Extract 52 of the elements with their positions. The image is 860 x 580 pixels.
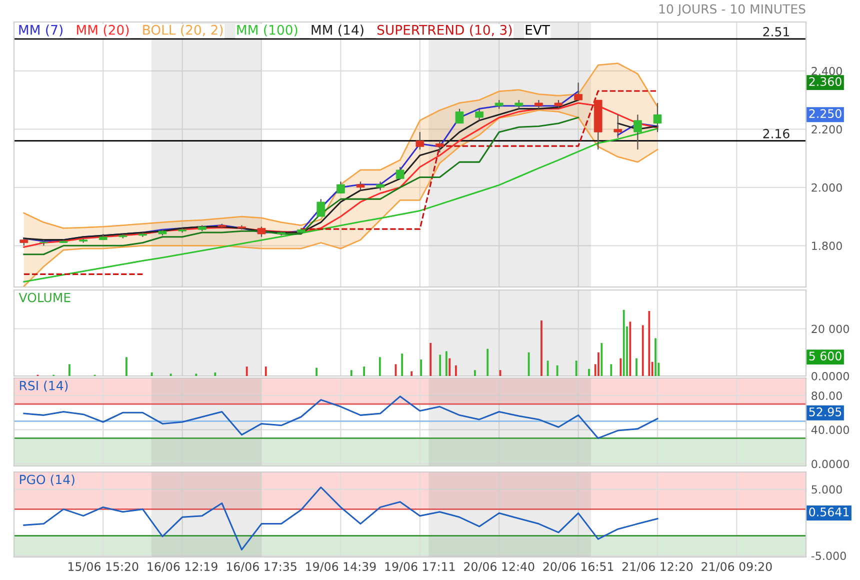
y-tick-label: 5.000 xyxy=(812,485,842,494)
annotation: 2.360 xyxy=(809,77,842,86)
candlestick xyxy=(257,226,266,238)
y-tick-label: 1.800 xyxy=(812,242,842,250)
x-tick-label: 16/06 12:19 xyxy=(148,562,218,572)
x-tick-label: 19/06 14:39 xyxy=(306,562,376,572)
chart-title: PGO (14) xyxy=(20,474,74,486)
y-tick-label: 0.0000 xyxy=(812,372,849,380)
y-tick-label: 80.00 xyxy=(812,392,842,400)
text: MM (7) xyxy=(19,24,62,36)
text: MM (14) xyxy=(312,24,364,36)
annotation: EVT xyxy=(526,25,550,35)
y-tick-label: 2.400 xyxy=(812,66,842,76)
candlestick xyxy=(574,82,582,101)
x-tick-label: 21/06 09:20 xyxy=(702,562,772,572)
x-tick-label: 20/06 16:51 xyxy=(543,562,614,572)
line-series xyxy=(23,396,658,439)
chart-title: VOLUME xyxy=(18,292,70,302)
text: MM (20) xyxy=(77,24,129,36)
annotation: 2.250 xyxy=(809,109,842,118)
chart-title: RSI (14) xyxy=(20,380,68,392)
text: 0.5641 xyxy=(809,508,849,516)
text: BOLL (20, 2) xyxy=(143,24,223,36)
x-tick-label: 15/06 15:20 xyxy=(68,562,138,572)
candlestick xyxy=(614,114,622,138)
y-tick-label: -5.000 xyxy=(811,552,846,560)
ref-line-label: 2.51 xyxy=(763,27,790,36)
y-tick-label: 0.0000 xyxy=(812,460,849,468)
candlestick xyxy=(316,198,326,218)
candlestick xyxy=(436,140,444,154)
x-tick-label: 21/06 12:20 xyxy=(622,562,693,572)
ref-line-label: 2.16 xyxy=(763,128,790,138)
candlestick xyxy=(40,239,48,246)
text: SUPERTREND (10, 3) xyxy=(377,24,512,36)
y-tick-label: 20 000 xyxy=(812,324,849,334)
text: 52.95 xyxy=(809,407,842,416)
candlestick xyxy=(416,132,424,150)
line-series xyxy=(23,116,580,256)
x-tick-label: 16/06 17:35 xyxy=(226,562,296,572)
text: MM (100) xyxy=(237,24,298,36)
y-tick-label: 40.000 xyxy=(811,426,849,434)
candlestick xyxy=(396,166,404,180)
line-series xyxy=(23,486,658,550)
chart-subtitle: 10 JOURS - 10 MINUTES xyxy=(659,4,806,16)
text: 5 600 xyxy=(809,352,842,360)
x-tick-label: 19/06 17:11 xyxy=(385,562,455,572)
candlestick xyxy=(336,181,345,194)
candlestick xyxy=(455,108,464,124)
candlestick xyxy=(475,108,484,121)
y-tick-label: 2.200 xyxy=(812,125,842,134)
y-tick-label: 2.000 xyxy=(812,183,842,192)
x-tick-label: 20/06 12:40 xyxy=(464,562,534,572)
